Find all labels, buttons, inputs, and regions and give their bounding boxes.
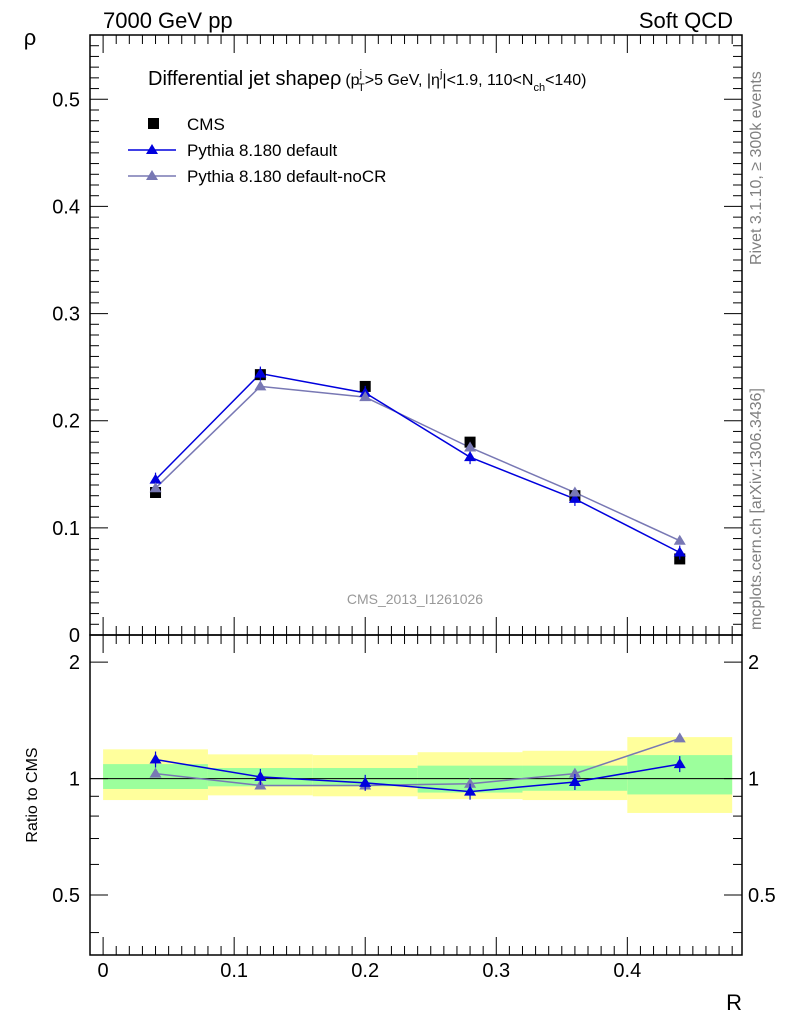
main-ytick-label: 0.4 [52, 196, 80, 218]
plot-title-main: Differential jet shapeρ [148, 68, 341, 90]
ratio-ylabel: Ratio to CMS [24, 747, 41, 842]
ratio-pythia-nocr-point [149, 767, 162, 778]
header-right: Soft QCD [639, 8, 733, 33]
ratio-ytick-label-left: 1 [69, 769, 80, 791]
ratio-line-pythia-default [155, 758, 680, 793]
ratio-xtick-label: 0.2 [351, 960, 379, 982]
main-ytick-label: 0.1 [52, 518, 80, 540]
ratio-ytick-label-right: 1 [748, 769, 759, 791]
pythia-default-data-point [149, 473, 162, 484]
main-ytick-label: 0 [69, 625, 80, 647]
ratio-pythia-default-point [254, 770, 267, 781]
main-ytick-label: 0.5 [52, 89, 80, 111]
legend: CMS Pythia 8.180 default Pythia 8.180 de… [128, 115, 386, 186]
ratio-pythia-default-point [673, 758, 686, 769]
ratio-xtick-label: 0 [98, 960, 109, 982]
pythia-nocr-data-point [673, 534, 686, 545]
legend-marker-cms [148, 118, 159, 129]
legend-marker-default [146, 144, 158, 154]
ratio-pythia-nocr-point [673, 732, 686, 743]
pythia-default-data-point [568, 492, 581, 503]
side-label-mcplots: mcplots.cern.ch [arXiv:1306.3436] [748, 388, 765, 630]
ratio-pythia-default-point [568, 775, 581, 786]
ratio-line-pythia-nocr [155, 737, 680, 787]
pythia-nocr-data-point [464, 441, 477, 452]
side-label-rivet: Rivet 3.1.10, ≥ 300k events [748, 71, 765, 265]
ratio-pythia-nocr-point [464, 777, 477, 788]
pythia-nocr-data-point [359, 391, 372, 402]
header-left: 7000 GeV pp [103, 8, 233, 33]
ratio-xtick-label: 0.1 [220, 960, 248, 982]
main-ytick-label: 0.3 [52, 304, 80, 326]
ratio-pythia-default-point [359, 776, 372, 787]
ratio-pythia-default-point [464, 785, 477, 796]
pythia-nocr-data-point [568, 486, 581, 497]
ratio-pythia-default-point [149, 753, 162, 764]
ratio-xtick-label: 0.3 [482, 960, 510, 982]
ratio-frame [89, 634, 743, 956]
ratio-ytick-label-left: 2 [69, 652, 80, 674]
series-line-pythia-nocr [155, 385, 681, 542]
pythia-nocr-data-point [149, 482, 162, 493]
main-panel: 0 0.1 0.2 0.3 0.4 0.5 ρ CMS_2013_I1261026 Dif… [24, 25, 743, 647]
legend-label-default: Pythia 8.180 default [187, 141, 338, 160]
legend-marker-nocr [146, 170, 158, 180]
pythia-nocr-data-point [254, 380, 267, 391]
ratio-xlabel: R [726, 990, 742, 1015]
plot-title: Differential jet shapeρ (pj T>5 GeV, |ηj|<… [148, 68, 586, 94]
legend-label-nocr: Pythia 8.180 default-noCR [187, 167, 386, 186]
ratio-panel: 0 0.1 0.2 0.3 0.4 0.5 0.5 1 1 2 2 Ratio to CMS R [24, 634, 776, 1015]
legend-label-cms: CMS [187, 115, 225, 134]
main-ylabel: ρ [24, 25, 37, 50]
ratio-ytick-label-right: 0.5 [748, 885, 776, 907]
cms-data-point [150, 487, 162, 498]
ratio-ytick-label-right: 2 [748, 652, 759, 674]
ratio-ytick-label-left: 0.5 [52, 885, 80, 907]
pythia-default-data-point [673, 546, 686, 557]
plot-title-text: Differential jet shapeρ (pj T>5 GeV, |ηj|<… [148, 68, 586, 94]
main-ytick-label: 0.2 [52, 411, 80, 433]
series-line-pythia-default [154, 372, 681, 554]
pythia-default-data-point [464, 451, 477, 462]
ratio-pythia-nocr-point [568, 767, 581, 778]
ratio-xtick-label: 0.4 [613, 960, 641, 982]
watermark: CMS_2013_I1261026 [347, 591, 483, 607]
pythia-default-data-point [254, 367, 267, 378]
